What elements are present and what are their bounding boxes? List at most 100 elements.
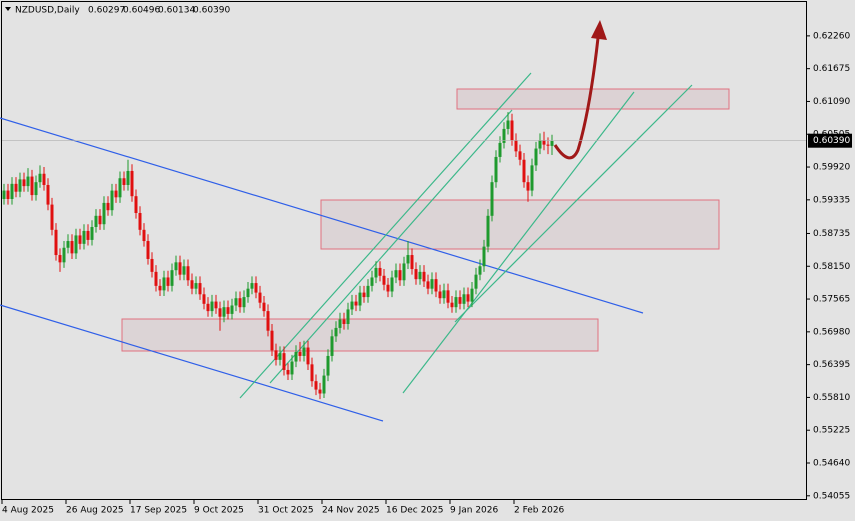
candle-body <box>322 375 326 394</box>
candle-body <box>270 330 274 351</box>
header-low: 0.60134 <box>158 6 195 16</box>
candle-body <box>246 288 250 298</box>
zone-rect <box>121 318 599 352</box>
candles <box>2 112 554 400</box>
axes: 0.622600.616750.610900.605050.599200.593… <box>1 31 852 516</box>
candle-body <box>190 280 194 289</box>
candle-body <box>186 266 190 281</box>
candle-body <box>530 165 534 191</box>
candle-body <box>10 183 14 199</box>
candle-body <box>234 298 238 306</box>
candle-body <box>250 283 254 289</box>
candle-body <box>210 301 214 312</box>
candle-body <box>46 184 50 205</box>
candle-body <box>370 277 374 286</box>
candle-body <box>430 279 434 289</box>
candle-body <box>202 294 206 304</box>
candle-body <box>318 389 322 394</box>
candle-body <box>142 229 146 242</box>
candle-body <box>226 307 230 314</box>
y-tick-label: 0.54055 <box>813 491 850 501</box>
channel-line <box>0 117 644 314</box>
zone-rect <box>456 88 730 110</box>
candle-body <box>474 274 478 289</box>
candle-body <box>290 361 294 375</box>
candle-body <box>282 353 286 370</box>
candle-body <box>510 120 514 141</box>
candle-body <box>130 170 134 197</box>
candle-body <box>62 247 66 263</box>
candle-body <box>386 284 390 292</box>
candle-body <box>422 271 426 282</box>
candle-body <box>278 353 282 360</box>
candle-body <box>18 179 22 192</box>
candle-body <box>486 215 490 247</box>
candle-body <box>346 309 350 324</box>
candle-body <box>194 283 198 289</box>
candle-body <box>450 302 454 308</box>
candle-body <box>94 215 98 228</box>
y-tick-label: 0.58735 <box>813 229 850 239</box>
candle-body <box>326 355 330 376</box>
y-tick-label: 0.57565 <box>813 295 850 305</box>
x-tick-label: 4 Aug 2025 <box>2 506 54 516</box>
candle-body <box>122 178 126 185</box>
channel-line <box>0 304 384 422</box>
candle-body <box>50 204 54 230</box>
candle-body <box>402 263 406 281</box>
candle-body <box>438 291 442 299</box>
candle-body <box>214 301 218 309</box>
y-tick-label: 0.59920 <box>813 163 850 173</box>
trend-line <box>269 109 513 384</box>
y-tick-label: 0.61090 <box>813 97 850 107</box>
candle-body <box>78 235 82 244</box>
arrow-head <box>591 20 607 40</box>
candle-body <box>310 364 314 382</box>
candle-body <box>102 202 106 225</box>
candle-body <box>366 285 370 298</box>
candle-body <box>434 279 438 292</box>
candle-body <box>182 266 186 275</box>
x-tick-label: 24 Nov 2025 <box>322 506 380 516</box>
candle-body <box>482 246 486 267</box>
candle-body <box>534 148 538 166</box>
candle-body <box>98 215 102 225</box>
last-price-label: 0.60390 <box>813 136 850 146</box>
candle-body <box>174 262 178 271</box>
candle-body <box>490 182 494 216</box>
candle-body <box>150 258 154 272</box>
x-tick-label: 9 Oct 2025 <box>194 506 244 516</box>
x-tick-label: 16 Dec 2025 <box>386 506 444 516</box>
x-tick-label: 31 Oct 2025 <box>258 506 314 516</box>
candle-body <box>146 241 150 259</box>
candle-body <box>514 140 518 152</box>
candle-body <box>198 283 202 295</box>
candle-body <box>342 319 346 324</box>
candle-body <box>170 270 174 286</box>
header-high: 0.60496 <box>123 6 160 16</box>
candle-body <box>66 241 70 248</box>
candle-body <box>294 352 298 362</box>
drawings <box>0 20 730 422</box>
candle-body <box>134 196 138 214</box>
candle-body <box>406 255 410 264</box>
symbol-label: NZDUSD,Daily <box>15 6 80 16</box>
candle-body <box>442 290 446 299</box>
candle-body <box>274 350 278 360</box>
candle-body <box>154 271 158 286</box>
candle-body <box>38 173 42 183</box>
x-tick-label: 9 Jan 2026 <box>450 506 498 516</box>
candle-body <box>354 301 358 306</box>
candle-body <box>546 144 550 146</box>
candle-body <box>358 292 362 306</box>
candle-body <box>54 229 58 256</box>
trend-line <box>239 72 532 399</box>
y-tick-label: 0.55810 <box>813 393 850 403</box>
candle-body <box>378 267 382 276</box>
candle-body <box>466 294 470 302</box>
candle-body <box>110 190 114 211</box>
x-tick-label: 2 Feb 2026 <box>514 506 565 516</box>
candle-body <box>426 281 430 289</box>
